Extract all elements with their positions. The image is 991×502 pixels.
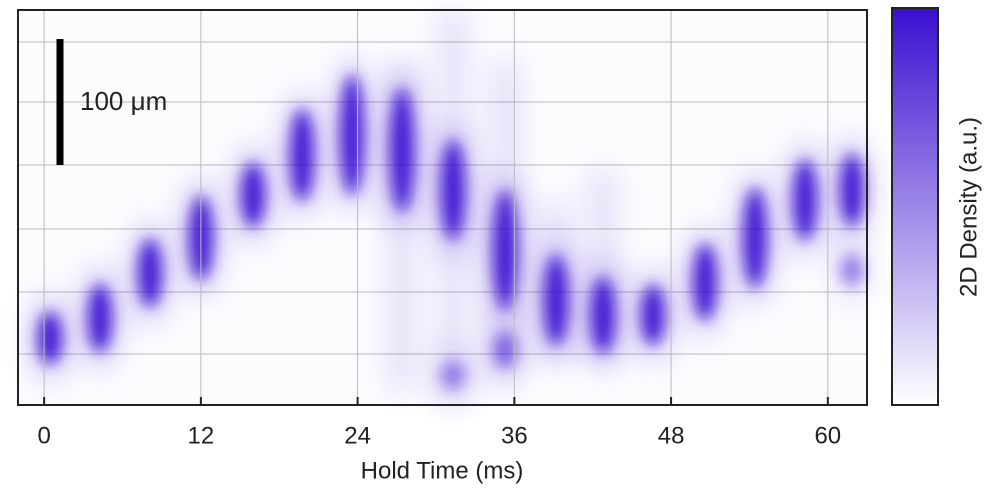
x-tick-label: 36 (501, 422, 528, 449)
cloud (38, 312, 62, 364)
panel-frame (17, 9, 868, 406)
cloud (390, 88, 414, 212)
cloud (793, 160, 817, 240)
colorbar (891, 7, 939, 406)
cloud (138, 239, 162, 307)
cloud (840, 154, 864, 226)
cloud (493, 190, 517, 310)
colorbar-label: 2D Density (a.u.) (955, 117, 982, 297)
x-tick-label: 48 (658, 422, 685, 449)
cloud (591, 277, 615, 353)
x-tick-label: 12 (188, 422, 215, 449)
cloud (241, 163, 265, 227)
atom-clouds (28, 10, 874, 407)
cloud (544, 255, 568, 345)
cloud (840, 254, 864, 286)
cloud (340, 75, 364, 195)
cloud (290, 109, 314, 201)
cloud (743, 188, 767, 288)
x-tick-label: 24 (344, 422, 371, 449)
scale-bar-label: 100 μm (80, 86, 167, 116)
cloud (441, 140, 465, 240)
cloud (641, 285, 665, 345)
cloud (441, 361, 465, 389)
x-tick-label: 0 (37, 422, 50, 449)
x-axis-label: Hold Time (ms) (361, 457, 524, 484)
cloud (493, 332, 517, 368)
cloud (88, 284, 112, 352)
cloud (693, 244, 717, 320)
x-tick-label: 60 (814, 422, 841, 449)
